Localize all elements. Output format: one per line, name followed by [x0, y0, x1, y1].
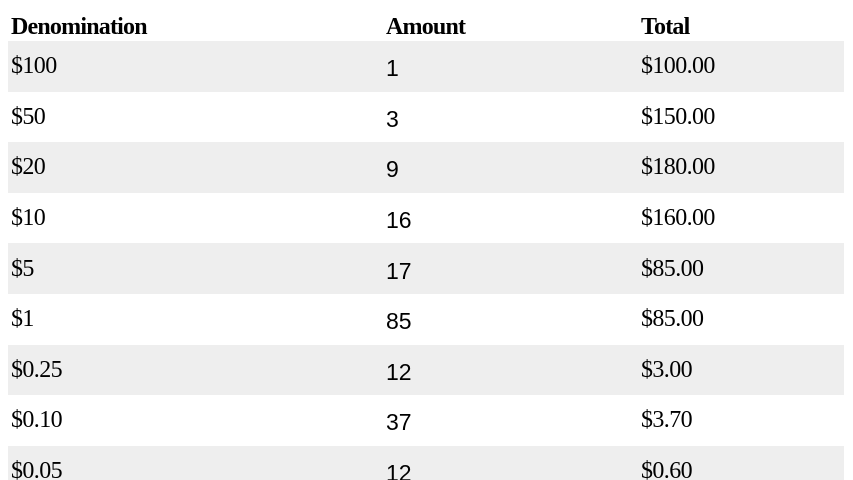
amount-cell: 16: [386, 207, 412, 234]
total-cell: $85.00: [638, 243, 844, 294]
table-row: $20 9 $180.00: [8, 142, 844, 193]
table-row: $5 17 $85.00: [8, 243, 844, 294]
cash-count-table: Denomination Amount Total $100 1 $100.00…: [8, 10, 844, 480]
amount-cell: 17: [383, 243, 638, 294]
table-row: $50 3 $150.00: [8, 92, 844, 143]
total-cell: $150.00: [641, 103, 715, 130]
denomination-cell: $5: [8, 243, 383, 294]
table-row: $0.05 12 $0.60: [8, 445, 844, 480]
total-cell: $85.00: [641, 306, 704, 333]
table-row: $0.10 37 $3.70: [8, 395, 844, 446]
total-cell: $0.60: [638, 445, 844, 480]
amount-cell: 12: [383, 445, 638, 480]
denomination-cell: $10: [11, 205, 46, 232]
total-cell: $160.00: [641, 205, 715, 232]
denomination-cell: $0.25: [8, 344, 383, 396]
amount-cell: 37: [386, 409, 412, 436]
total-cell: $180.00: [638, 142, 844, 193]
amount-cell: 3: [386, 105, 399, 132]
amount-cell: 1: [383, 41, 638, 92]
total-cell: $3.70: [641, 407, 693, 434]
denomination-cell: $1: [11, 306, 34, 333]
column-header-denomination: Denomination: [11, 14, 148, 40]
amount-cell: 12: [383, 344, 638, 396]
table-row: $1 85 $85.00: [8, 294, 844, 345]
denomination-cell: $20: [8, 142, 383, 193]
table-row: $10 16 $160.00: [8, 193, 844, 244]
denomination-cell: $100: [8, 41, 383, 92]
denomination-cell: $50: [11, 103, 46, 130]
total-cell: $100.00: [638, 41, 844, 92]
table-row: $100 1 $100.00: [8, 41, 844, 92]
column-header-total: Total: [641, 14, 690, 40]
table-body: $100 1 $100.00 $50 3 $150.00 $20 9 $180.…: [8, 41, 844, 480]
total-cell: $3.00: [638, 344, 844, 396]
table-row: $0.25 12 $3.00: [8, 344, 844, 396]
column-header-amount: Amount: [386, 14, 466, 40]
amount-cell: 9: [383, 142, 638, 193]
header-row: Denomination Amount Total: [8, 10, 844, 41]
table-header: Denomination Amount Total: [8, 10, 844, 41]
denomination-cell: $0.05: [8, 445, 383, 480]
amount-cell: 85: [386, 308, 412, 335]
denomination-cell: $0.10: [11, 407, 63, 434]
